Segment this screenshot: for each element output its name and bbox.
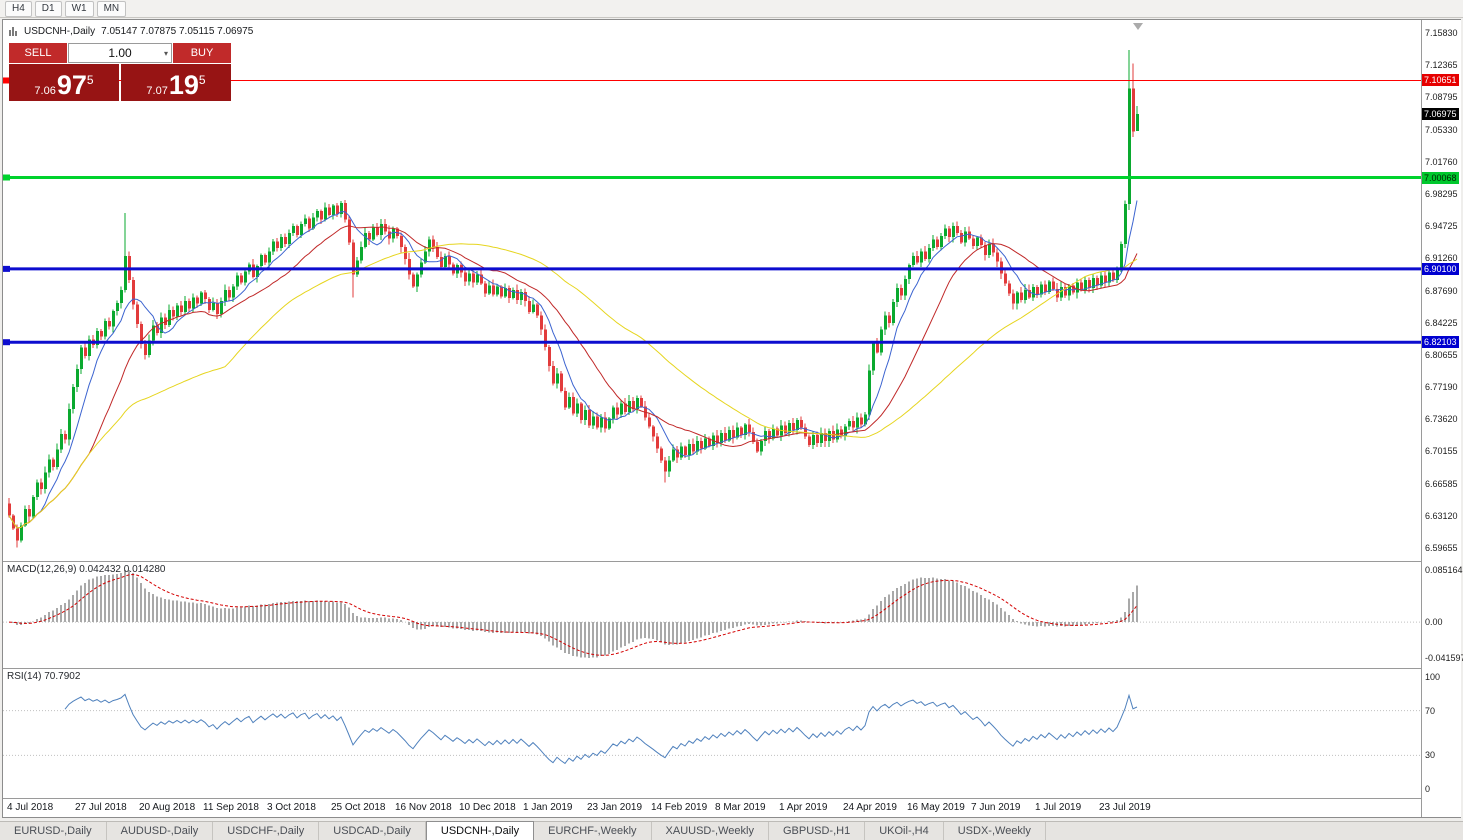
price-scale-label: 7.05330 [1425, 124, 1458, 135]
sell-price-big: 97 [56, 70, 87, 100]
chart-tab-eurchf-weekly[interactable]: EURCHF-,Weekly [534, 822, 652, 840]
sell-price-panel[interactable]: 7.06 97 5 [9, 64, 119, 101]
buy-price-prefix: 7.07 [146, 85, 168, 97]
date-label: 3 Oct 2018 [267, 802, 316, 813]
date-label: 24 Apr 2019 [843, 802, 897, 813]
date-label: 11 Sep 2018 [203, 802, 259, 813]
volume-dropdown-icon[interactable]: ▾ [163, 49, 168, 58]
chart-tab-gbpusd-h1[interactable]: GBPUSD-,H1 [768, 822, 866, 840]
macd-scale-label: -0.041597 [1425, 653, 1463, 663]
rsi-indicator-canvas[interactable] [3, 669, 1421, 798]
macd-scale-label: 0.085164 [1425, 565, 1463, 575]
sell-price-sup: 5 [86, 73, 94, 87]
chart-icon [9, 27, 18, 36]
symbol-timeframe-label: USDCNH-,Daily [24, 26, 96, 37]
chart-tab-usdx-weekly[interactable]: USDX-,Weekly [943, 822, 1046, 840]
one-click-trading-widget: SELL 1.00 ▾ BUY 7.06 97 5 7.07 19 5 [9, 43, 231, 101]
time-axis[interactable]: 4 Jul 2018 27 Jul 2018 20 Aug 2018 11 Sep 2… [3, 799, 1421, 817]
price-scale-label: 6.63120 [1425, 510, 1458, 521]
date-label: 1 Jan 2019 [523, 802, 573, 813]
chart-window: USDCNH-,Daily 7.05147 7.07875 7.05115 7.… [2, 19, 1463, 818]
price-scale-label: 7.08795 [1425, 92, 1458, 103]
chart-tabbar: EURUSD-,Daily AUDUSD-,Daily USDCHF-,Daily U… [0, 821, 1463, 840]
price-scale-label: 6.77190 [1425, 382, 1458, 393]
chart-tab-usdcad-daily[interactable]: USDCAD-,Daily [319, 822, 426, 840]
date-label: 23 Jan 2019 [587, 802, 643, 813]
price-level-badge: 6.82103 [1422, 336, 1459, 349]
buy-button[interactable]: BUY [173, 43, 231, 63]
timeframe-toolbar: H4 D1 W1 MN [0, 0, 1463, 18]
price-scale[interactable]: 7.15830 7.12365 7.08795 7.05330 7.01760 6.982… [1421, 20, 1463, 817]
price-scale-label: 6.73620 [1425, 414, 1458, 425]
timeframe-d1-button[interactable]: D1 [34, 0, 62, 17]
pane-separator[interactable] [3, 561, 1421, 562]
chart-tab-ukoil-h4[interactable]: UKOil-,H4 [865, 822, 944, 840]
price-scale-label: 7.01760 [1425, 156, 1458, 167]
chart-header: USDCNH-,Daily 7.05147 7.07875 7.05115 7.… [9, 26, 253, 37]
price-scale-label: 6.59655 [1425, 543, 1458, 553]
price-scale-label: 6.98295 [1425, 188, 1458, 199]
date-label: 1 Apr 2019 [779, 802, 828, 813]
chart-tab-xauusd-weekly[interactable]: XAUUSD-,Weekly [651, 822, 769, 840]
pane-separator[interactable] [3, 668, 1421, 669]
price-scale-label: 6.94725 [1425, 221, 1458, 232]
chart-tab-usdchf-daily[interactable]: USDCHF-,Daily [213, 822, 320, 840]
chart-tab-usdcnh-daily[interactable]: USDCNH-,Daily [425, 821, 535, 840]
macd-legend: MACD(12,26,9) 0.042432 0.014280 [7, 564, 166, 575]
price-scale-label: 6.87690 [1425, 285, 1458, 296]
date-label: 14 Feb 2019 [651, 802, 708, 813]
macd-indicator-canvas[interactable] [3, 562, 1421, 668]
macd-scale-label: 0.00 [1425, 617, 1443, 628]
buy-price-panel[interactable]: 7.07 19 5 [121, 64, 231, 101]
price-level-badge: 6.90100 [1422, 262, 1459, 275]
date-label: 23 Jul 2019 [1099, 802, 1151, 813]
date-label: 7 Jun 2019 [971, 802, 1021, 813]
ohlc-readout: 7.05147 7.07875 7.05115 7.06975 [101, 26, 254, 37]
price-scale-label: 7.12365 [1425, 60, 1458, 71]
pane-separator[interactable] [3, 798, 1421, 799]
date-label: 1 Jul 2019 [1035, 802, 1082, 813]
volume-input[interactable]: 1.00 ▾ [68, 43, 172, 63]
timeframe-mn-button[interactable]: MN [96, 0, 127, 17]
date-label: 20 Aug 2018 [139, 802, 196, 813]
price-scale-label: 6.70155 [1425, 446, 1458, 457]
price-scale-label: 6.66585 [1425, 478, 1458, 489]
sell-price-prefix: 7.06 [34, 85, 56, 97]
rsi-legend: RSI(14) 70.7902 [7, 671, 81, 682]
date-label: 27 Jul 2018 [75, 802, 127, 813]
price-chart-canvas[interactable] [3, 20, 1421, 561]
date-label: 16 May 2019 [907, 802, 965, 813]
chart-tab-eurusd-daily[interactable]: EURUSD-,Daily [0, 822, 107, 840]
rsi-scale-label: 0 [1425, 784, 1431, 794]
price-level-badge: 7.06975 [1422, 108, 1459, 121]
price-level-badge: 7.00068 [1422, 171, 1459, 184]
date-label: 8 Mar 2019 [715, 802, 766, 813]
chart-tab-audusd-daily[interactable]: AUDUSD-,Daily [106, 822, 214, 840]
timeframe-h4-button[interactable]: H4 [5, 0, 32, 17]
volume-value: 1.00 [108, 46, 132, 60]
rsi-scale-label: 30 [1425, 750, 1436, 761]
price-level-badge: 7.10651 [1422, 74, 1459, 87]
date-label: 16 Nov 2018 [395, 802, 452, 813]
buy-price-sup: 5 [198, 73, 206, 87]
date-label: 4 Jul 2018 [7, 802, 54, 813]
price-scale-label: 7.15830 [1425, 28, 1458, 38]
date-label: 10 Dec 2018 [459, 802, 516, 813]
price-scale-label: 6.80655 [1425, 349, 1458, 360]
date-label: 25 Oct 2018 [331, 802, 386, 813]
price-scale-label: 6.84225 [1425, 317, 1458, 328]
chart-panes: USDCNH-,Daily 7.05147 7.07875 7.05115 7.… [3, 20, 1421, 817]
timeframe-w1-button[interactable]: W1 [64, 0, 94, 17]
chart-shift-marker-icon [1133, 23, 1143, 30]
sell-button[interactable]: SELL [9, 43, 67, 63]
price-scale-label: 6.91260 [1425, 253, 1458, 264]
rsi-scale-label: 70 [1425, 705, 1436, 716]
buy-price-big: 19 [168, 70, 199, 100]
rsi-scale-label: 100 [1425, 672, 1441, 682]
